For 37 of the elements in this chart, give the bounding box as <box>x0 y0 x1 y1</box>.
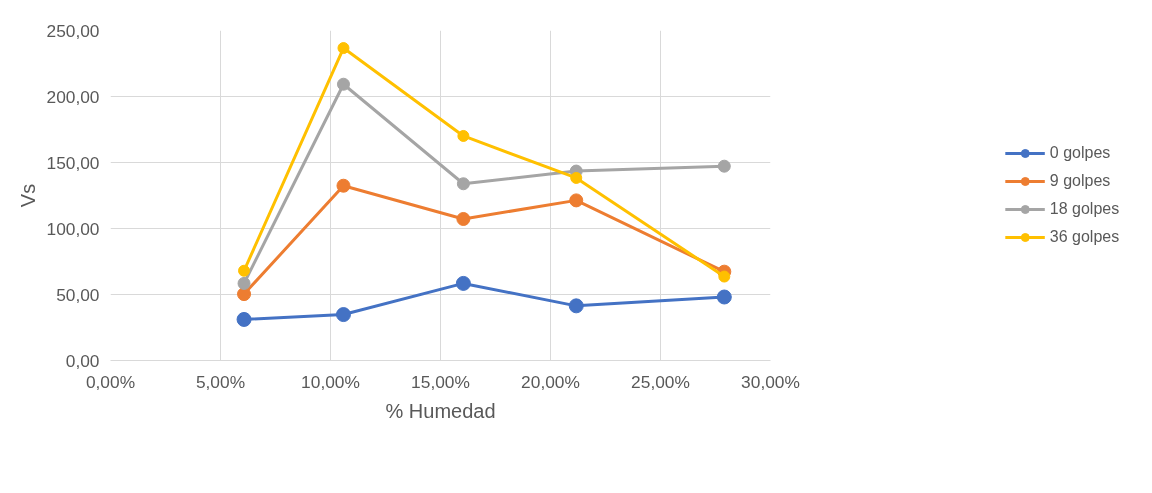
x-tick-label: 20,00% <box>521 371 580 392</box>
point <box>336 178 351 193</box>
point <box>237 276 251 290</box>
point <box>570 171 583 184</box>
x-tick-label: 5,00% <box>195 371 246 392</box>
point <box>455 275 471 291</box>
legend-label: 36 golpes <box>1049 228 1120 246</box>
y-tick-label: 250,00 <box>46 20 100 41</box>
x-tick-label: 25,00% <box>631 371 690 392</box>
legend-label: 18 golpes <box>1049 200 1120 218</box>
legend-label: 0 golpes <box>1049 144 1111 162</box>
x-tick-label: 15,00% <box>411 371 470 392</box>
y-tick-label: 50,00 <box>56 284 100 305</box>
y-tick-label: 150,00 <box>46 152 100 173</box>
y-tick-label: 100,00 <box>46 218 100 239</box>
point <box>716 289 732 305</box>
x-axis-title: % Humedad <box>385 399 496 422</box>
y-axis-title: Vs <box>16 183 39 208</box>
point <box>718 270 731 283</box>
point <box>238 264 251 277</box>
point <box>335 307 351 323</box>
point <box>717 159 731 173</box>
x-tick-label: 10,00% <box>301 371 360 392</box>
point <box>568 298 584 314</box>
y-tick-label: 200,00 <box>46 86 100 107</box>
point <box>456 177 470 191</box>
point <box>237 287 252 302</box>
y-tick-label: 0,00 <box>65 350 100 371</box>
point <box>337 42 350 55</box>
point <box>569 193 584 208</box>
legend-label: 9 golpes <box>1049 172 1111 190</box>
x-tick-label: 0,00% <box>85 371 136 392</box>
point <box>456 212 471 226</box>
point <box>457 129 470 142</box>
x-tick-label: 30,00% <box>741 371 800 392</box>
point <box>336 77 350 91</box>
point <box>236 311 252 327</box>
